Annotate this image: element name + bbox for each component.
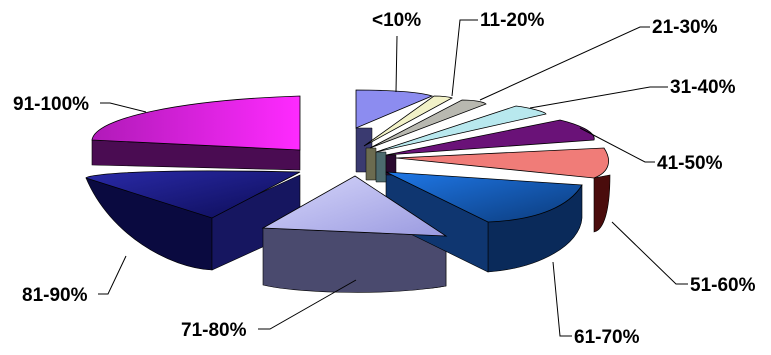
label-81-90: 81-90%	[22, 285, 88, 306]
label-31-40: 31-40%	[670, 77, 736, 98]
slice-under-10	[355, 89, 434, 129]
slice-61-70	[385, 171, 583, 223]
slice-tops	[85, 89, 609, 237]
slice-labels: <10% 11-20% 21-30% 31-40% 41-50% 51-60% …	[13, 10, 756, 348]
slice-41-50	[385, 119, 595, 156]
label-under-10: <10%	[372, 10, 421, 31]
label-51-60: 51-60%	[690, 275, 756, 296]
slice-sides	[85, 127, 611, 293]
label-21-30: 21-30%	[652, 17, 718, 38]
label-71-80: 71-80%	[181, 320, 247, 341]
slice-31-40	[375, 105, 547, 153]
label-91-100: 91-100%	[13, 94, 89, 115]
label-11-20: 11-20%	[480, 10, 545, 31]
label-41-50: 41-50%	[657, 153, 723, 174]
slice-71-80	[261, 175, 448, 237]
leader-lines	[98, 19, 688, 337]
slice-51-60	[395, 147, 609, 179]
slice-91-100	[91, 95, 301, 151]
label-61-70: 61-70%	[574, 327, 640, 348]
slice-21-30	[369, 99, 487, 149]
slice-81-90	[85, 170, 301, 219]
slice-11-20	[363, 95, 453, 147]
